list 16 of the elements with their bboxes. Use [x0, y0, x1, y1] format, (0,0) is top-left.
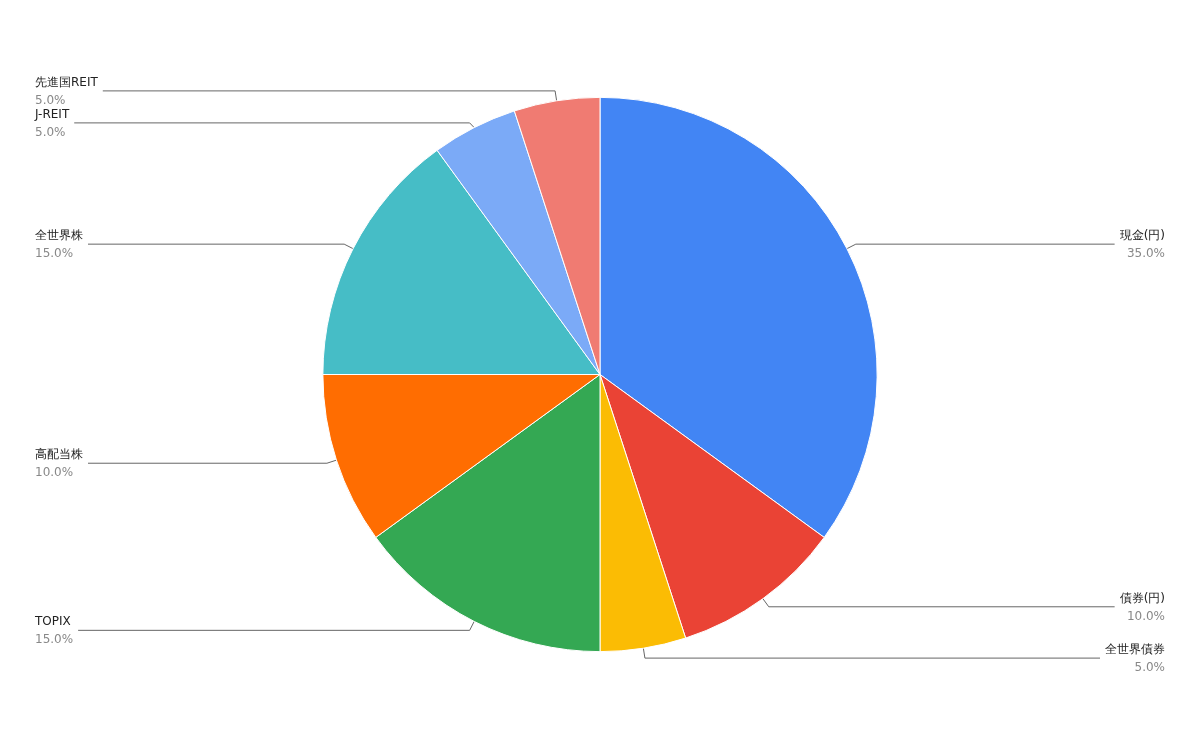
data-label: 15.0%: [35, 632, 74, 647]
slice-label: J-REIT: [34, 106, 70, 121]
slice-label: 高配当株: [35, 447, 83, 462]
slice-label: 先進国REIT: [35, 74, 99, 89]
data-label: 10.0%: [1126, 608, 1165, 623]
data-label: 15.0%: [35, 246, 74, 261]
slice-label: 全世界債券: [1105, 642, 1165, 657]
data-label: 35.0%: [1126, 246, 1165, 261]
slice-label: 現金(円): [1119, 228, 1165, 243]
data-label: 5.0%: [35, 92, 66, 107]
data-label: 10.0%: [35, 465, 74, 480]
data-label: 5.0%: [1134, 660, 1165, 675]
slice-label: TOPIX: [34, 614, 71, 629]
slice-label: 債券(円): [1119, 590, 1165, 605]
slice-label: 全世界株: [35, 228, 83, 243]
data-label: 5.0%: [35, 124, 66, 139]
